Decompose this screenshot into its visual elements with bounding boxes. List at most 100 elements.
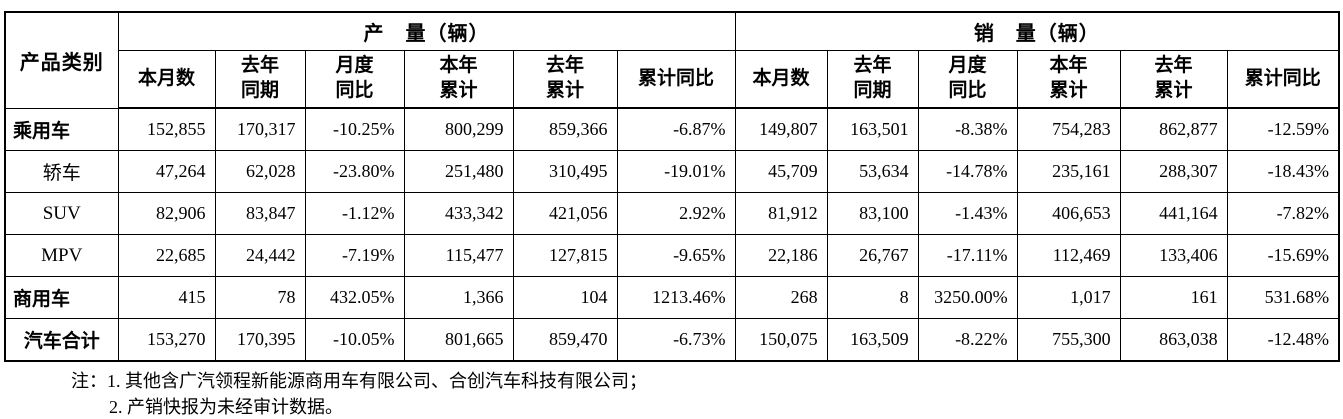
data-cell: 115,477 [403, 234, 514, 277]
data-cell: -17.11% [917, 234, 1018, 277]
data-cell: -6.87% [616, 107, 736, 151]
footnotes: 注：1. 其他含广汽领程新能源商用车有限公司、合创汽车科技有限公司； 2. 产销… [71, 368, 647, 419]
data-cell: 432.05% [304, 276, 405, 319]
data-cell: 83,100 [826, 192, 919, 235]
data-cell: 153,270 [117, 318, 216, 362]
data-cell: 859,470 [512, 318, 618, 362]
data-cell: -10.05% [304, 318, 405, 362]
sales-col-last-year-period: 去年 同期 [826, 50, 919, 109]
data-cell: 754,283 [1016, 107, 1121, 151]
data-cell: -19.01% [616, 150, 736, 193]
data-cell: -14.78% [917, 150, 1018, 193]
row-label: 汽车合计 [4, 318, 119, 362]
row-label: 轿车 [4, 150, 119, 193]
table-row-suv: SUV 82,906 83,847 -1.12% 433,342 421,056… [4, 192, 1340, 235]
data-cell: 62,028 [214, 150, 306, 193]
data-cell: 45,709 [734, 150, 828, 193]
data-cell: 104 [512, 276, 618, 319]
footnote-line-1: 注：1. 其他含广汽领程新能源商用车有限公司、合创汽车科技有限公司； [71, 368, 647, 394]
data-cell: 133,406 [1119, 234, 1228, 277]
data-cell: 170,395 [214, 318, 306, 362]
row-label: MPV [4, 234, 119, 277]
data-cell: 8 [826, 276, 919, 319]
table-row-passenger-vehicles: 乘用车 152,855 170,317 -10.25% 800,299 859,… [4, 107, 1340, 151]
data-cell: -7.82% [1226, 192, 1340, 235]
data-cell: -10.25% [304, 107, 405, 151]
footnote-item-1: 1. 其他含广汽领程新能源商用车有限公司、合创汽车科技有限公司； [107, 371, 647, 391]
table-row-mpv: MPV 22,685 24,442 -7.19% 115,477 127,815… [4, 234, 1340, 277]
data-cell: 163,501 [826, 107, 919, 151]
data-cell: -1.12% [304, 192, 405, 235]
data-cell: 1213.46% [616, 276, 736, 319]
data-cell: 24,442 [214, 234, 306, 277]
data-cell: 441,164 [1119, 192, 1228, 235]
column-header-row: 本月数 去年 同期 月度 同比 本年 累计 去年 累计 累计同比 本月数 去年 … [5, 50, 1340, 109]
category-header-cell: 产品类别 [4, 11, 119, 109]
sales-col-cumulative-yoy: 累计同比 [1226, 50, 1340, 109]
footnote-prefix: 注： [71, 371, 107, 391]
data-cell: 421,056 [512, 192, 618, 235]
row-label: 乘用车 [4, 107, 119, 151]
data-cell: 859,366 [512, 107, 618, 151]
data-cell: 22,685 [117, 234, 216, 277]
data-cell: -1.43% [917, 192, 1018, 235]
data-cell: 3250.00% [917, 276, 1018, 319]
table-row-sedan: 轿车 47,264 62,028 -23.80% 251,480 310,495… [4, 150, 1340, 193]
data-cell: -12.59% [1226, 107, 1340, 151]
data-cell: 150,075 [734, 318, 828, 362]
sales-col-month-yoy: 月度 同比 [917, 50, 1018, 109]
sales-col-last-year-ytd: 去年 累计 [1119, 50, 1228, 109]
data-cell: 288,307 [1119, 150, 1228, 193]
data-cell: 47,264 [117, 150, 216, 193]
data-cell: 251,480 [403, 150, 514, 193]
production-col-month-yoy: 月度 同比 [304, 50, 405, 109]
data-cell: 406,653 [1016, 192, 1121, 235]
row-label: 商用车 [4, 276, 119, 319]
data-cell: 83,847 [214, 192, 306, 235]
data-cell: 415 [117, 276, 216, 319]
data-cell: -18.43% [1226, 150, 1340, 193]
data-cell: 22,186 [734, 234, 828, 277]
data-cell: 81,912 [734, 192, 828, 235]
data-cell: 163,509 [826, 318, 919, 362]
production-col-last-year-period: 去年 同期 [214, 50, 306, 109]
data-cell: 433,342 [403, 192, 514, 235]
group-header-row: 产品类别 产 量（辆） 销 量（辆） [4, 11, 1340, 109]
production-col-ytd: 本年 累计 [403, 50, 514, 109]
row-label: SUV [4, 192, 119, 235]
production-sales-table: 产品类别 产 量（辆） 销 量（辆） 本月数 去年 同期 月度 同比 本年 累计… [4, 11, 1341, 362]
table-row-commercial-vehicles: 商用车 415 78 432.05% 1,366 104 1213.46% 26… [4, 276, 1340, 319]
data-cell: 78 [214, 276, 306, 319]
sales-col-ytd: 本年 累计 [1016, 50, 1121, 109]
data-cell: 863,038 [1119, 318, 1228, 362]
data-cell: -9.65% [616, 234, 736, 277]
data-cell: 2.92% [616, 192, 736, 235]
data-cell: 152,855 [117, 107, 216, 151]
production-group-header: 产 量（辆） [117, 11, 736, 51]
production-col-cumulative-yoy: 累计同比 [616, 50, 736, 109]
sales-group-header: 销 量（辆） [734, 11, 1340, 51]
data-cell: 801,665 [403, 318, 514, 362]
sales-col-current-month: 本月数 [734, 50, 828, 109]
data-cell: 112,469 [1016, 234, 1121, 277]
production-col-current-month: 本月数 [117, 50, 216, 109]
data-cell: -8.22% [917, 318, 1018, 362]
data-cell: 161 [1119, 276, 1228, 319]
data-cell: 1,017 [1016, 276, 1121, 319]
data-cell: 268 [734, 276, 828, 319]
data-cell: 170,317 [214, 107, 306, 151]
footnote-line-2: 2. 产销快报为未经审计数据。 [71, 394, 647, 419]
table-row-total: 汽车合计 153,270 170,395 -10.05% 801,665 859… [4, 318, 1340, 362]
production-col-last-year-ytd: 去年 累计 [512, 50, 618, 109]
data-cell: 82,906 [117, 192, 216, 235]
data-cell: -15.69% [1226, 234, 1340, 277]
data-cell: -7.19% [304, 234, 405, 277]
data-cell: -6.73% [616, 318, 736, 362]
data-cell: 53,634 [826, 150, 919, 193]
footnote-item-2: 2. 产销快报为未经审计数据。 [109, 397, 343, 417]
data-cell: 1,366 [403, 276, 514, 319]
data-cell: 531.68% [1226, 276, 1340, 319]
data-cell: 149,807 [734, 107, 828, 151]
data-cell: 310,495 [512, 150, 618, 193]
data-cell: -12.48% [1226, 318, 1340, 362]
